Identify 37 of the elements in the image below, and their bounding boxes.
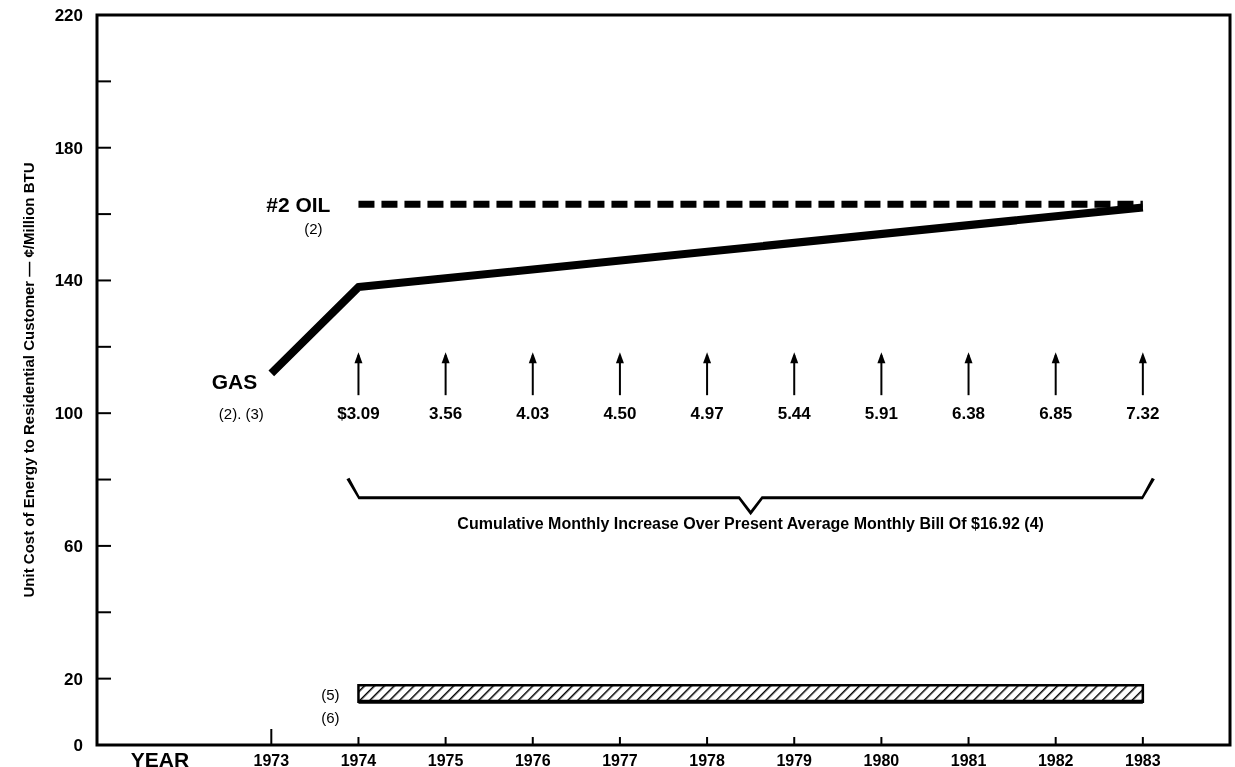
x-axis-title: YEAR	[130, 748, 190, 767]
x-tick-label: 1979	[776, 752, 813, 767]
series-label: GAS	[211, 370, 258, 394]
annotation: (5)	[321, 686, 340, 704]
annotation: (2)	[304, 220, 323, 238]
y-tick-label: 20	[64, 669, 83, 689]
y-tick-label: 60	[64, 536, 83, 556]
annotation: 6.85	[1039, 404, 1073, 424]
y-axis-title: Unit Cost of Energy to Residential Customer — ¢/Million BTU	[20, 162, 37, 598]
annotation: 4.03	[516, 404, 550, 424]
x-tick-label: 1973	[253, 752, 290, 767]
x-tick-label: 1980	[863, 752, 900, 767]
y-tick-label: 180	[54, 138, 83, 158]
annotation: (2). (3)	[218, 405, 264, 423]
x-tick-label: 1977	[602, 752, 638, 767]
y-tick-label: 220	[54, 6, 83, 25]
annotation: 7.32	[1126, 404, 1160, 424]
annotation: 4.97	[690, 404, 724, 424]
annotation: (6)	[321, 709, 340, 727]
x-tick-label: 1975	[427, 752, 464, 767]
series-label: #2 OIL	[266, 193, 331, 217]
x-tick-label: 1983	[1125, 752, 1161, 767]
annotation: 6.38	[951, 404, 986, 424]
y-tick-label: 140	[54, 271, 83, 291]
annotation: $3.09	[337, 404, 380, 424]
annotation: 3.56	[429, 404, 463, 424]
annotation: 5.44	[777, 404, 812, 424]
x-tick-label: 1981	[950, 752, 987, 767]
y-tick-label: 100	[54, 404, 83, 424]
annotation: 4.50	[603, 404, 637, 424]
x-tick-label: 1982	[1037, 752, 1074, 767]
y-tick-label: 0	[73, 736, 83, 755]
annotation: Cumulative Monthly Increase Over Present Average Monthly Bill Of $16.92 (4)	[457, 515, 1044, 533]
x-tick-label: 1974	[340, 752, 377, 767]
annotation: 5.91	[864, 404, 898, 424]
x-tick-label: 1976	[514, 752, 551, 767]
x-tick-label: 1978	[689, 752, 725, 767]
